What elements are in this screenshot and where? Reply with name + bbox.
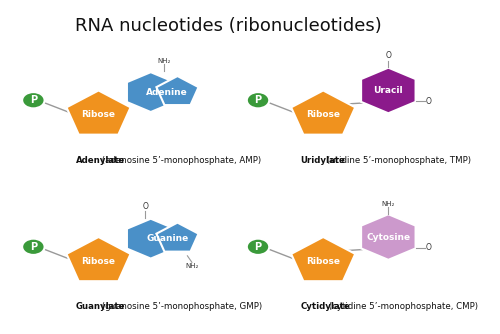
- Polygon shape: [127, 72, 174, 112]
- Text: NH₂: NH₂: [157, 57, 170, 63]
- Text: Uridylate: Uridylate: [300, 156, 346, 165]
- Text: Ribose: Ribose: [82, 111, 116, 119]
- Circle shape: [22, 92, 44, 108]
- Text: (cytidine 5’-monophosphate, CMP): (cytidine 5’-monophosphate, CMP): [326, 302, 478, 311]
- Text: O: O: [142, 202, 148, 211]
- Text: O: O: [386, 51, 392, 60]
- Polygon shape: [127, 219, 174, 259]
- Text: Cytidylate: Cytidylate: [300, 302, 350, 311]
- Text: P: P: [254, 95, 262, 105]
- Polygon shape: [156, 222, 198, 252]
- Text: Ribose: Ribose: [306, 257, 340, 266]
- Text: Uracil: Uracil: [374, 86, 403, 95]
- Text: (adenosine 5’-monophosphate, AMP): (adenosine 5’-monophosphate, AMP): [99, 156, 262, 165]
- Polygon shape: [361, 214, 416, 260]
- Text: P: P: [254, 242, 262, 252]
- Polygon shape: [66, 237, 130, 281]
- Text: O: O: [426, 97, 432, 106]
- Text: NH₂: NH₂: [382, 201, 395, 207]
- Text: (uridine 5’-monophosphate, TMP): (uridine 5’-monophosphate, TMP): [324, 156, 471, 165]
- Text: Guanylate: Guanylate: [76, 302, 126, 311]
- Polygon shape: [291, 91, 355, 135]
- Circle shape: [22, 239, 44, 255]
- Text: P: P: [30, 242, 37, 252]
- Polygon shape: [291, 237, 355, 281]
- Text: Ribose: Ribose: [82, 257, 116, 266]
- Text: Adenylate: Adenylate: [76, 156, 126, 165]
- Polygon shape: [156, 76, 198, 105]
- Text: Cytosine: Cytosine: [366, 232, 410, 241]
- Text: P: P: [30, 95, 37, 105]
- Circle shape: [247, 239, 270, 255]
- Text: (guanosine 5’-monophosphate, GMP): (guanosine 5’-monophosphate, GMP): [99, 302, 262, 311]
- Text: Ribose: Ribose: [306, 111, 340, 119]
- Polygon shape: [361, 68, 416, 113]
- Text: NH₂: NH₂: [185, 263, 198, 269]
- Text: Guanine: Guanine: [146, 234, 188, 243]
- Text: Adenine: Adenine: [146, 88, 188, 97]
- Polygon shape: [66, 91, 130, 135]
- Text: O: O: [426, 243, 432, 253]
- Circle shape: [247, 92, 270, 108]
- Text: RNA nucleotides (ribonucleotides): RNA nucleotides (ribonucleotides): [76, 17, 382, 35]
